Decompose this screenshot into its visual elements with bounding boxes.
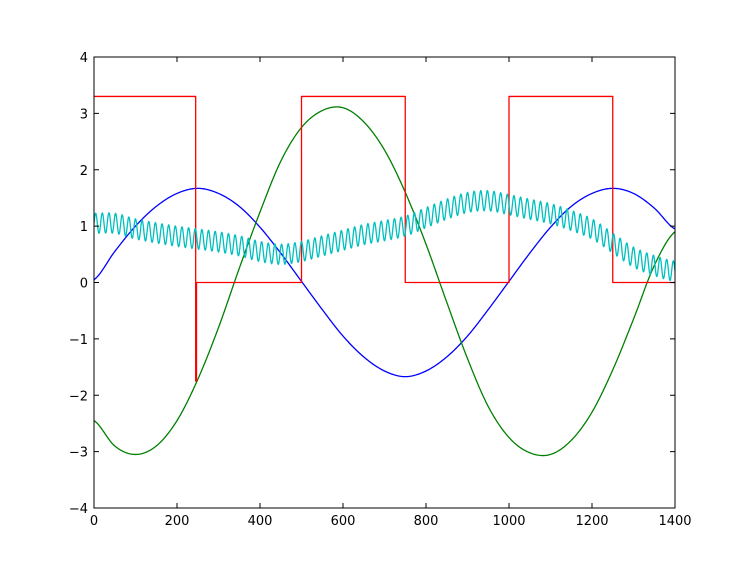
x-tick-label: 800 [414, 514, 439, 529]
y-tick-label: −2 [69, 389, 88, 404]
y-axis-ticks: −4 −3 −2 −1 0 1 2 3 4 [69, 51, 675, 517]
y-tick-label: 3 [80, 107, 88, 122]
y-tick-label: −4 [69, 502, 88, 517]
x-axis-ticks: 0 200 400 600 800 1000 1200 1400 [90, 57, 692, 529]
series-line-2 [94, 106, 675, 457]
y-tick-label: 1 [80, 220, 88, 235]
y-tick-label: 2 [80, 164, 88, 179]
x-tick-label: 1200 [575, 514, 608, 529]
series-line-1 [94, 187, 675, 378]
series-layer [94, 95, 675, 457]
x-tick-label: 400 [248, 514, 273, 529]
series-line-4 [94, 189, 675, 282]
x-tick-label: 1400 [658, 514, 691, 529]
x-tick-label: 200 [165, 514, 190, 529]
y-tick-label: −3 [69, 446, 88, 461]
series-line-3 [94, 95, 675, 382]
x-tick-label: 1000 [492, 514, 525, 529]
y-tick-label: 0 [80, 277, 88, 292]
plot-frame [93, 56, 676, 509]
y-tick-label: −1 [69, 333, 88, 348]
y-tick-label: 4 [80, 51, 88, 66]
x-tick-label: 0 [90, 514, 98, 529]
x-tick-label: 600 [331, 514, 356, 529]
